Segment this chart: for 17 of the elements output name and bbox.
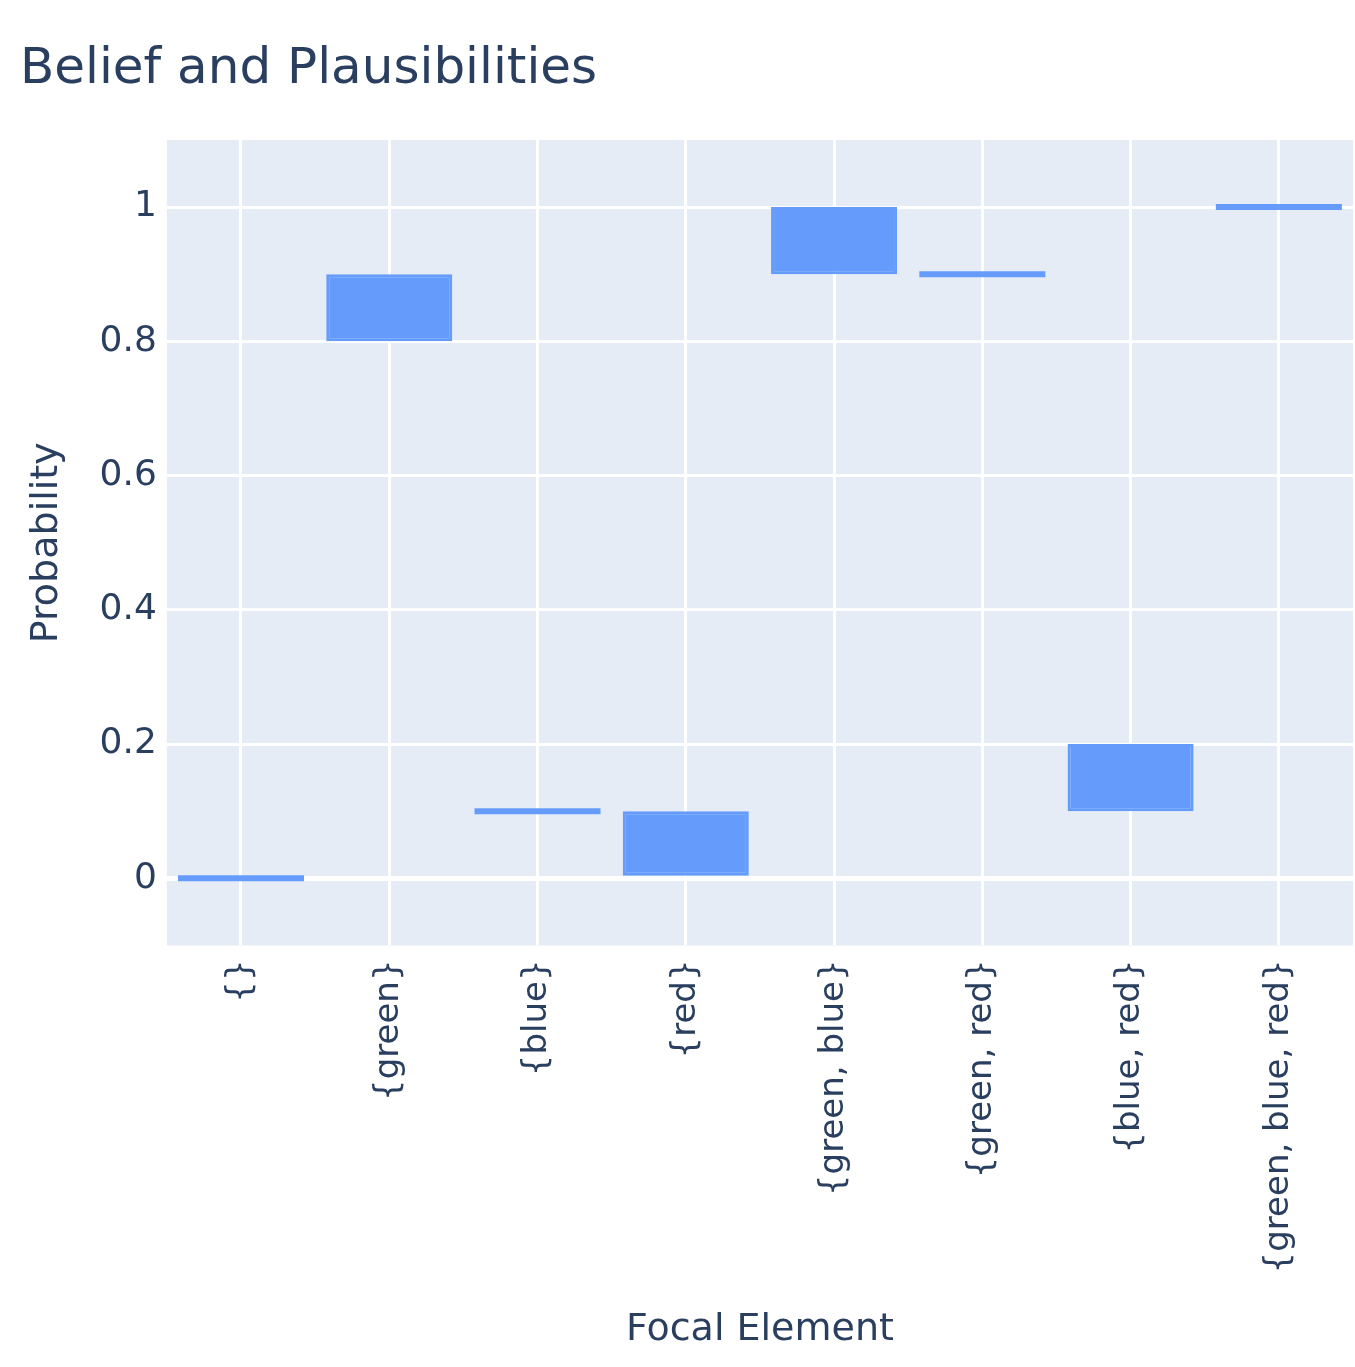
x-tick-label: {green, blue, red} xyxy=(1255,959,1296,1274)
x-tick-label: {} xyxy=(217,959,258,1003)
y-tick-label: 1 xyxy=(133,183,157,225)
y-axis-title: Probability xyxy=(21,442,66,644)
x-tick-label: {green} xyxy=(366,959,407,1101)
y-tick-label: 0.6 xyxy=(99,451,157,493)
x-tick-label: {red} xyxy=(662,959,703,1059)
x-tick-label: {blue, red} xyxy=(1107,959,1148,1154)
chart-title: Belief and Plausibilities xyxy=(20,36,598,95)
y-tick-label: 0.2 xyxy=(99,720,157,762)
x-tick-label: {green, red} xyxy=(959,959,1000,1179)
y-tick-label: 0.4 xyxy=(99,586,157,628)
x-tick-label: {green, blue} xyxy=(810,959,851,1197)
x-axis-title: Focal Element xyxy=(625,1305,894,1350)
x-tick-label: {blue} xyxy=(514,959,555,1077)
y-tick-label: 0.8 xyxy=(99,317,157,359)
y-tick-label: 0 xyxy=(133,854,157,896)
